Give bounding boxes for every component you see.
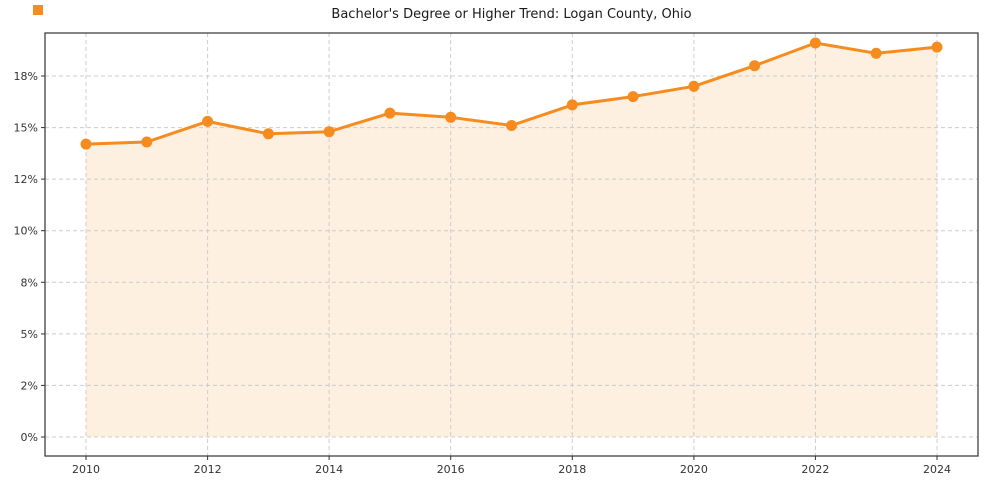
x-tick-label: 2014 [315,463,343,476]
area-fill [86,43,937,437]
y-tick-label: 5% [21,328,38,341]
x-tick-label: 2016 [437,463,465,476]
data-point-marker-2013 [262,128,274,140]
data-point-marker-2024 [931,41,943,53]
y-tick-label: 0% [21,431,38,444]
data-point-marker-2018 [566,99,578,111]
y-tick-label: 8% [21,276,38,289]
x-tick-label: 2020 [680,463,708,476]
y-tick-label: 2% [21,379,38,392]
data-point-marker-2016 [445,111,457,123]
corner-legend-swatch-icon [33,5,43,15]
data-point-marker-2021 [749,60,761,72]
x-tick-label: 2012 [194,463,222,476]
data-point-marker-2017 [506,120,517,131]
y-tick-label: 10% [14,225,38,238]
data-point-marker-2010 [80,138,92,150]
x-tick-label: 2024 [923,463,951,476]
plot-border [44,32,979,457]
data-point-marker-2011 [141,136,153,148]
y-tick-label: 12% [14,173,38,186]
x-tick-label: 2022 [801,463,829,476]
data-point-marker-2015 [384,107,396,119]
y-tick-label: 18% [14,70,38,83]
data-point-marker-2020 [688,80,700,92]
x-tick-label: 2018 [558,463,586,476]
x-tick-label: 2010 [72,463,100,476]
y-tick-label: 15% [14,122,38,135]
data-point-marker-2014 [323,126,335,138]
chart-title: Bachelor's Degree or Higher Trend: Logan… [331,7,692,22]
data-point-marker-2023 [870,47,882,59]
data-point-marker-2019 [627,91,639,103]
data-point-marker-2012 [202,115,214,127]
data-point-marker-2022 [809,37,821,49]
